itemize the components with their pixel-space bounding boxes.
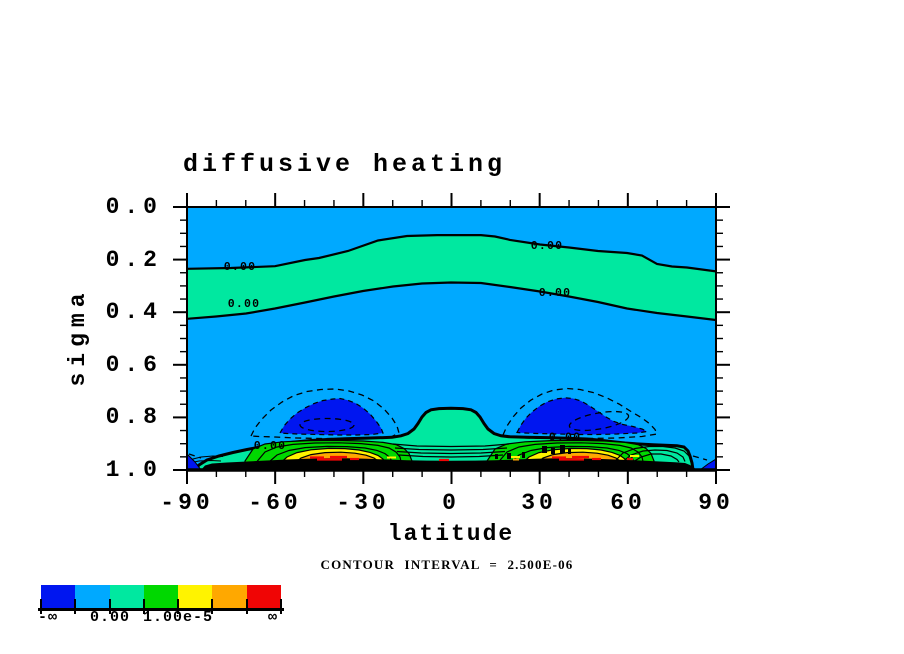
colorbar-label-1e-5: 1.00e-5 (142, 609, 214, 626)
colorbar-label-neg-inf: -∞ (37, 609, 59, 626)
y-tick-label: 0.0 (105, 194, 162, 220)
colorbar-tick (142, 599, 145, 614)
zero-contour-upper (187, 234, 716, 273)
colorbar-label-zero: 0.00 (89, 609, 131, 626)
colorbar-segments (41, 585, 281, 608)
heating-max-red-left (310, 455, 359, 461)
colorbar-segment (109, 585, 144, 608)
contour-label: 0.00 (549, 432, 581, 445)
zero-contour-lower (187, 281, 716, 322)
y-tick-label: 0.6 (105, 352, 162, 378)
colorbar-tick (211, 599, 214, 614)
x-axis-title: latitude (387, 521, 515, 547)
colorbar-tick (245, 599, 248, 614)
y-axis-title: sigma (65, 287, 91, 387)
x-tick-label: 0 (442, 490, 460, 516)
colorbar (38, 585, 284, 619)
contour-arcs-right-bowl (614, 445, 692, 463)
contour-line (256, 442, 402, 462)
contour-label: 0.00 (254, 440, 286, 453)
negative-blob-left (279, 397, 384, 436)
contour-label: 0.00 (539, 287, 571, 300)
y-tick-label: 0.2 (105, 247, 162, 273)
colorbar-tick (40, 599, 42, 614)
colorbar-segment (41, 585, 76, 608)
colorbar-tick (280, 599, 282, 614)
colorbar-segment (178, 585, 213, 608)
colorbar-label-inf: ∞ (267, 609, 279, 626)
colorbar-tick (108, 599, 111, 614)
negative-blob-right (516, 397, 649, 436)
corner-wedge-right (699, 458, 716, 470)
colorbar-segment (212, 585, 247, 608)
negative-dashed-contours (188, 387, 708, 461)
y-tick-label: 1.0 (105, 457, 162, 483)
colorbar-tick (74, 599, 77, 614)
contour-label: 0.00 (531, 240, 563, 253)
colorbar-segment (246, 585, 281, 608)
y-tick-label: 0.8 (105, 404, 162, 430)
x-tick-label: 60 (610, 490, 646, 516)
contour-line (510, 445, 635, 463)
x-tick-label: -90 (160, 490, 214, 516)
x-tick-label: -30 (336, 490, 390, 516)
x-tick-label: 90 (698, 490, 734, 516)
surface-black-strip (201, 458, 697, 470)
corner-wedge-left (187, 453, 202, 470)
contour-plot: 0.00 0.00 0.00 0.00 0.00 0.00 (173, 193, 730, 484)
contour-label: 0.00 (228, 298, 260, 311)
chart-title: diffusive heating (183, 150, 507, 179)
contour-lines-equator (392, 443, 510, 458)
y-tick-label: 0.4 (105, 299, 162, 325)
contour-label: 0.00 (224, 261, 256, 274)
contour-interval-caption: CONTOUR INTERVAL = 2.500E-06 (320, 557, 574, 572)
colorbar-segment (143, 585, 179, 608)
colorbar-tick (177, 599, 180, 614)
x-tick-label: 30 (521, 490, 557, 516)
heating-max-red-right (439, 455, 633, 462)
contour-line (268, 445, 393, 463)
contour-label-fragments (495, 445, 571, 459)
colorbar-segment (75, 585, 110, 608)
x-tick-label: -60 (248, 490, 302, 516)
colorbar-baseline (38, 608, 284, 611)
